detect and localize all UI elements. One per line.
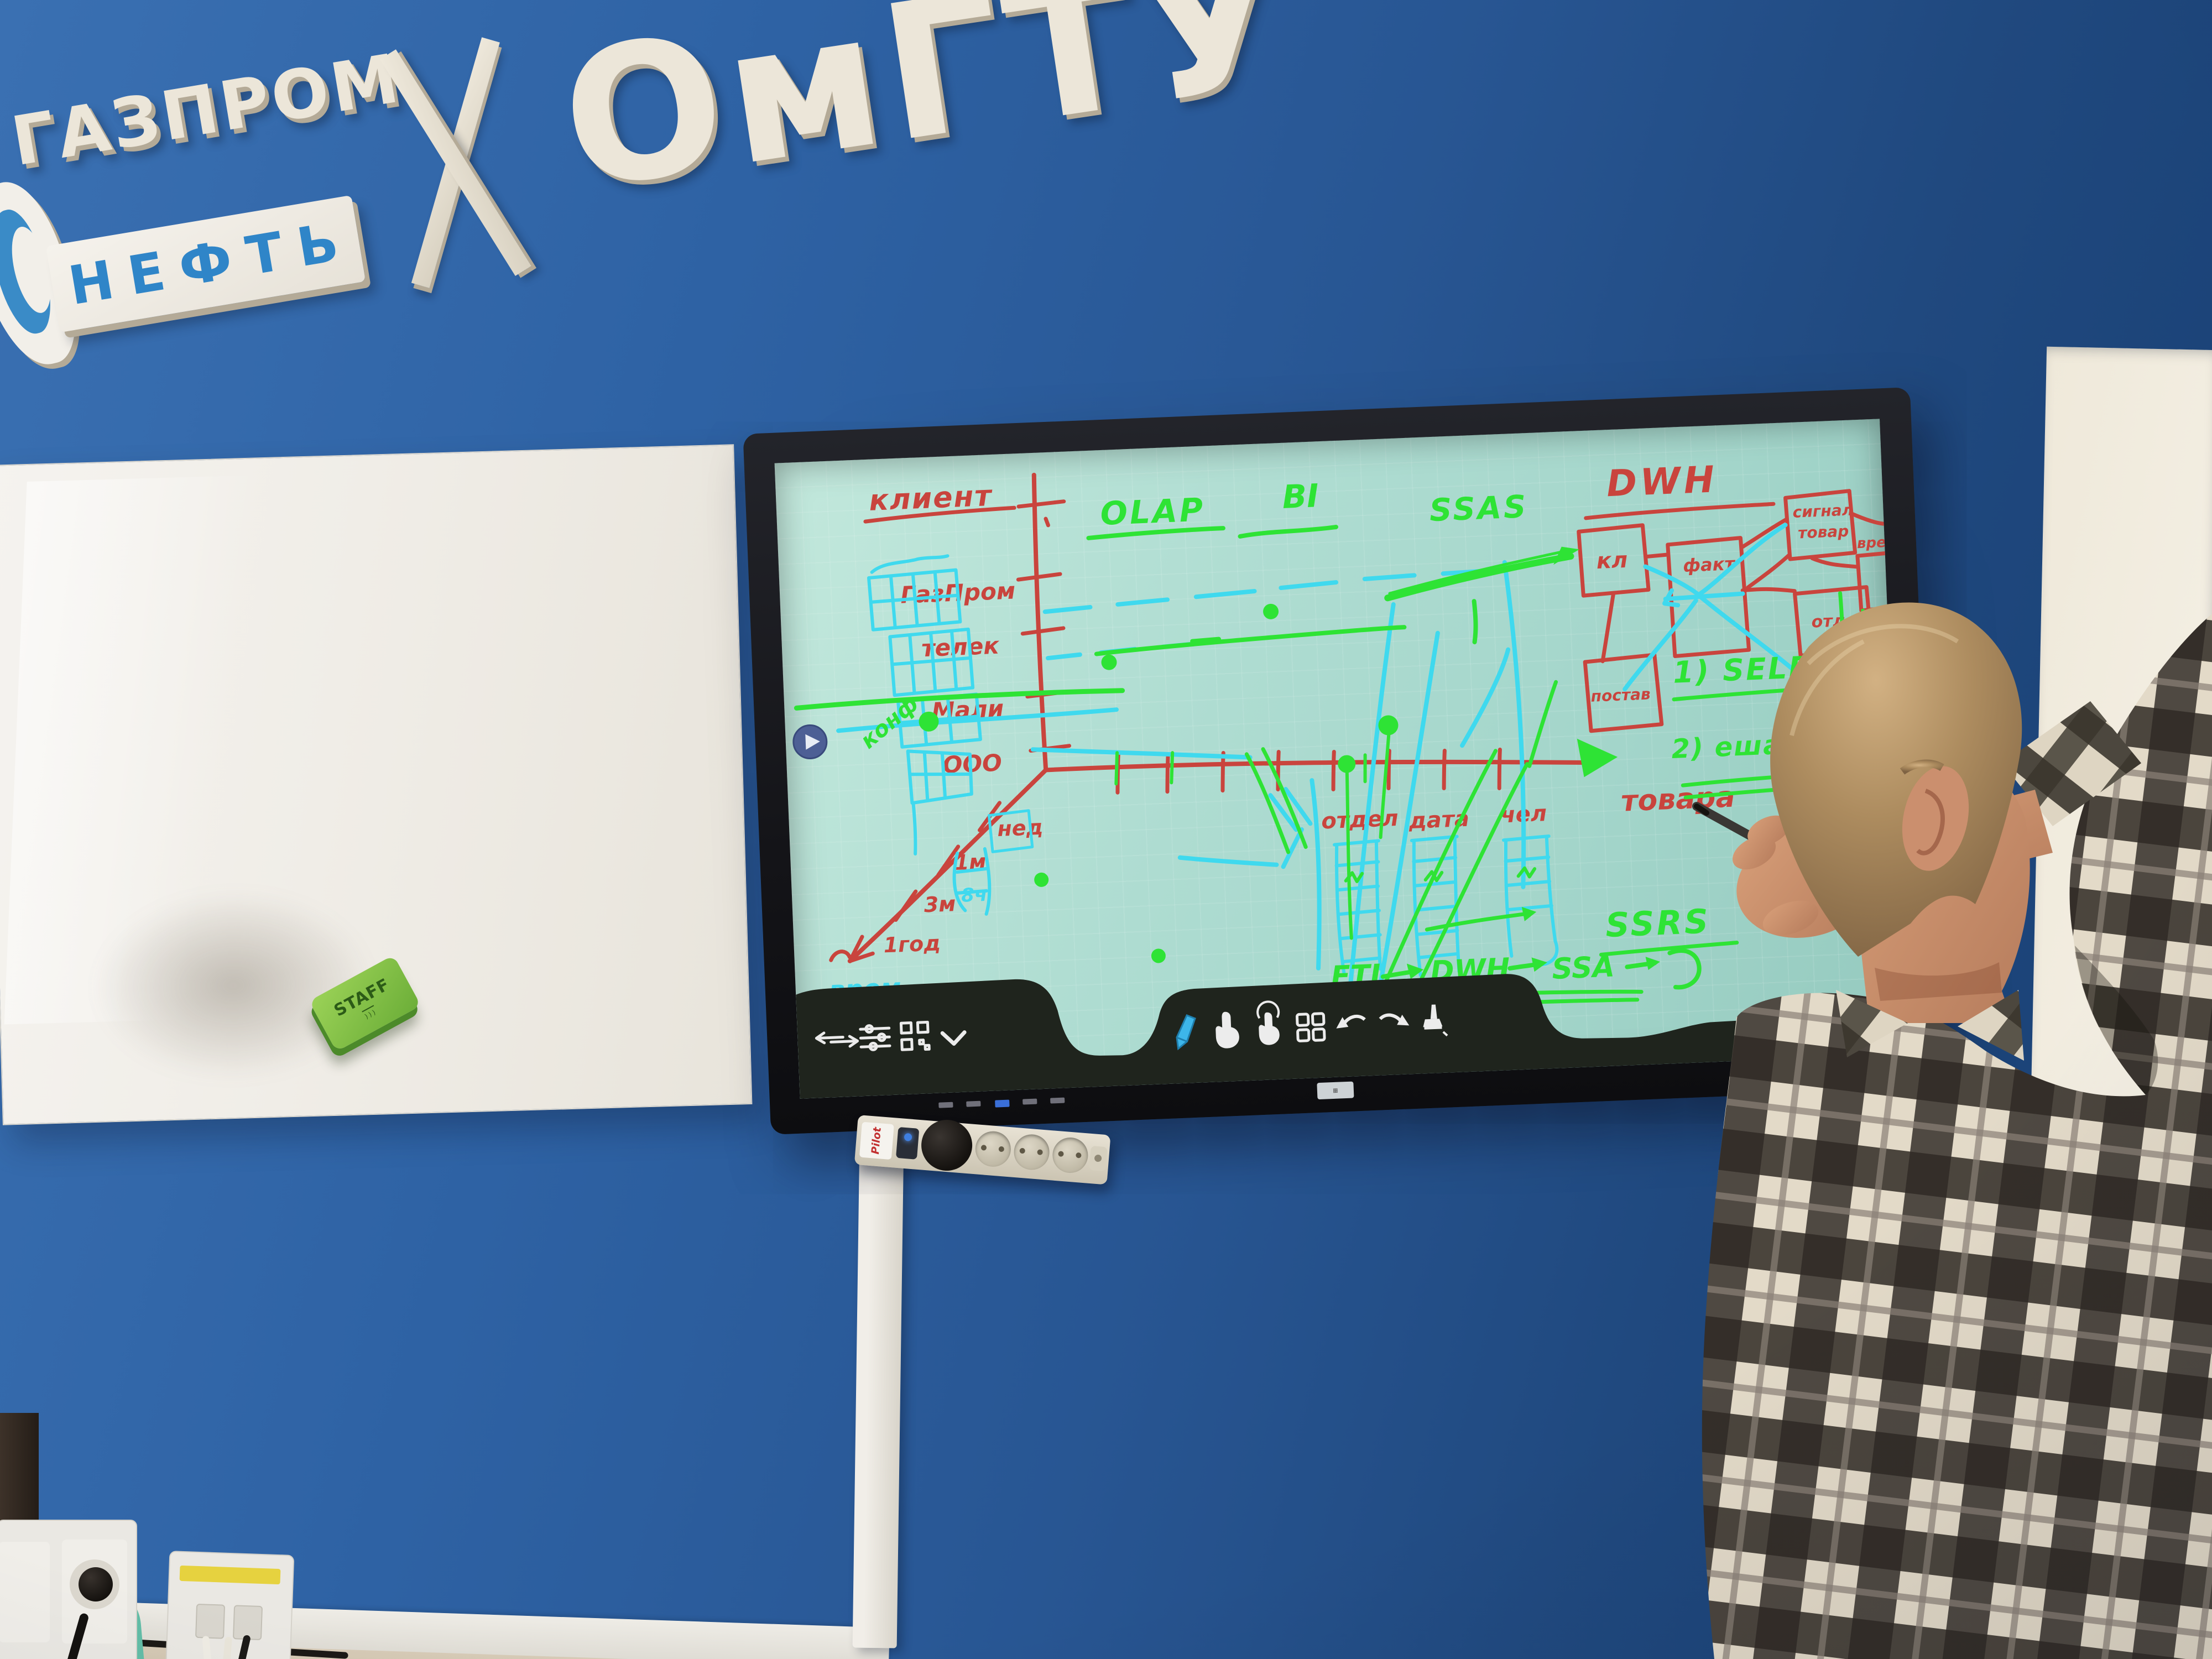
cyan-marker-strokes xyxy=(836,523,1809,999)
sign-collab-x-icon xyxy=(372,23,540,304)
box-label: врем xyxy=(1856,534,1898,552)
sign-neft-plate: НЕФТЬ xyxy=(45,195,366,333)
usb-port-ic2on xyxy=(1022,1098,1037,1105)
ear xyxy=(1902,766,1969,871)
plug-in-outlet xyxy=(79,1567,113,1601)
time-tick: 1год xyxy=(883,931,941,957)
axis-label-goods: товара xyxy=(1620,780,1735,818)
qr-code-icon[interactable] xyxy=(899,1020,931,1051)
toolbar-tray xyxy=(796,974,1906,1099)
box-label: сигнал xyxy=(1792,500,1854,521)
touch-gesture-icon[interactable] xyxy=(1256,1000,1280,1046)
widgets-grid-icon[interactable] xyxy=(1295,1012,1326,1042)
clean-brush-icon[interactable] xyxy=(1422,1004,1448,1037)
power-outlet xyxy=(0,1520,137,1659)
plug-in-strip xyxy=(919,1118,974,1173)
pen-tool-icon[interactable] xyxy=(1173,1014,1196,1051)
av-port-icon xyxy=(966,1100,981,1107)
sign-gazprom: ГАЗПРОМ xyxy=(6,39,407,181)
usb-port-icon xyxy=(995,1099,1010,1108)
green-marker-fills xyxy=(919,546,1661,979)
presenter-body xyxy=(1692,602,2212,1659)
note-ssas: SSAS xyxy=(1429,489,1529,529)
box-label: кл xyxy=(1596,547,1628,574)
time-tick: 3м xyxy=(924,891,956,917)
redo-icon[interactable] xyxy=(1379,1013,1410,1026)
socket xyxy=(1051,1136,1089,1175)
box-label: постав xyxy=(1590,685,1651,705)
board-maker-logo: ▦ xyxy=(1317,1081,1354,1100)
stylus-tip xyxy=(1694,804,1709,816)
rolled-cuff xyxy=(2002,701,2141,826)
hair xyxy=(1770,602,2022,957)
swap-horizontal-icon[interactable] xyxy=(815,1031,859,1048)
note-bi: BI xyxy=(1281,477,1319,516)
power-strip-brand: Pilot xyxy=(869,1126,884,1155)
socket xyxy=(1013,1133,1051,1171)
touch-port-icon xyxy=(1050,1097,1065,1104)
power-strip-label: Pilot xyxy=(859,1121,894,1160)
ear-inner xyxy=(1916,789,1945,855)
collar-left xyxy=(1836,990,1908,1057)
dwh-title: DWH xyxy=(1606,458,1719,505)
flow-ssa: SSA xyxy=(1551,950,1615,985)
hair-highlight xyxy=(1790,624,1959,736)
hair-over-ear xyxy=(1900,759,1944,775)
sign-neft: НЕФТЬ xyxy=(64,208,358,317)
socket xyxy=(974,1130,1013,1168)
glass-whiteboard: STAFF ))) xyxy=(0,444,753,1125)
box-label: товар xyxy=(1797,522,1849,542)
sliders-icon[interactable] xyxy=(859,1024,891,1051)
cable-duct xyxy=(852,1140,904,1648)
network-outlet xyxy=(164,1551,295,1659)
power-strip-switch xyxy=(895,1126,920,1160)
jaw-shadow xyxy=(1875,962,2002,1001)
undo-icon[interactable] xyxy=(1336,1014,1366,1029)
collar-right xyxy=(1958,990,2024,1061)
left-panel-toggle-button[interactable] xyxy=(792,724,828,759)
note-ssrs: SSRS xyxy=(1605,902,1711,945)
goods-tick: отдел xyxy=(1321,806,1399,834)
presenter xyxy=(1692,602,2212,1659)
time-tick: нед xyxy=(997,815,1044,841)
strip-mount-tab xyxy=(1089,1145,1108,1172)
select-finger-icon[interactable] xyxy=(1215,1011,1240,1049)
sign-omgtu: ОмГТУ xyxy=(549,0,1304,232)
chevron-down-icon[interactable] xyxy=(940,1030,967,1046)
axis-label-client: клиент xyxy=(868,479,993,518)
time-note: 8ч xyxy=(961,884,988,907)
outlet-yellow-label xyxy=(179,1565,281,1585)
eraser-marks: ))) xyxy=(362,1005,379,1021)
red-marker-labels: клиент ГазПром телек Мали ООО отдел дата… xyxy=(868,458,1898,957)
armpit-shadow xyxy=(2075,946,2158,1095)
note-olap: OLAP xyxy=(1099,491,1206,533)
hdmi-port-icon xyxy=(938,1102,953,1108)
